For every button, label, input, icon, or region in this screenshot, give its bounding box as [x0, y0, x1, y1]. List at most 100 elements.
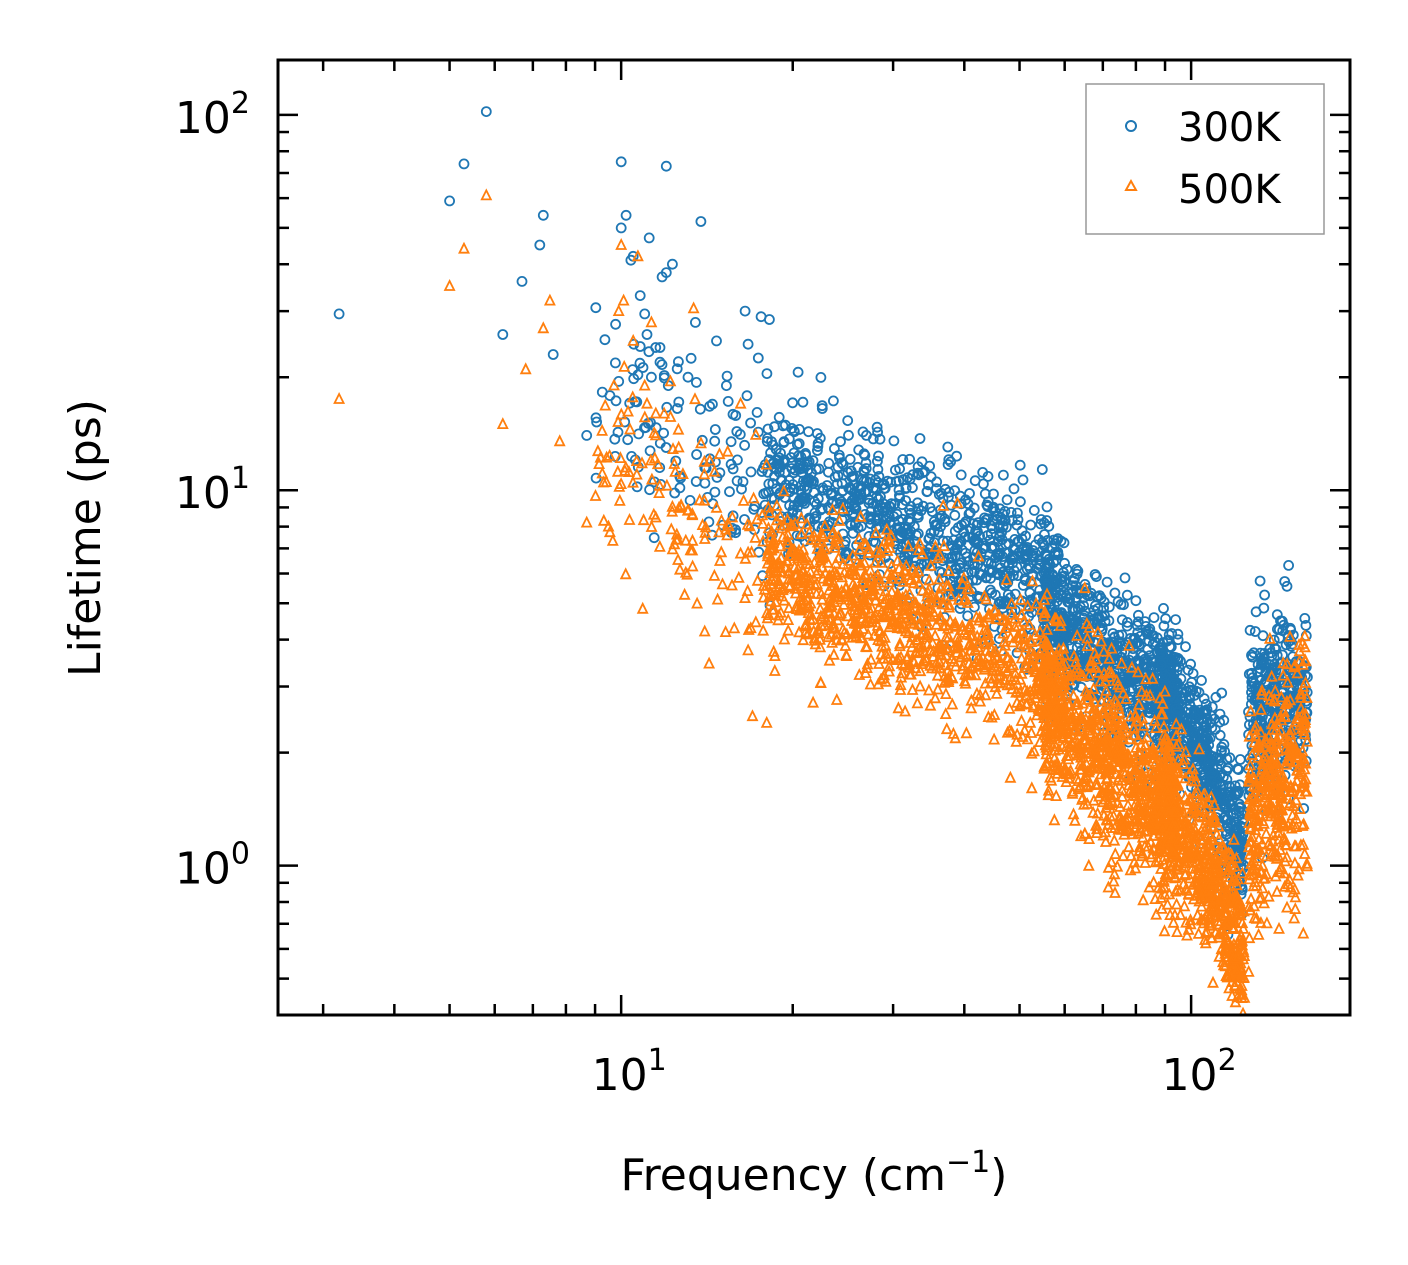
data-point — [1214, 729, 1226, 741]
data-point — [1013, 685, 1026, 698]
data-point — [778, 632, 791, 645]
data-point — [863, 493, 874, 505]
data-point — [1180, 641, 1191, 653]
data-point — [1098, 705, 1111, 718]
data-point — [909, 595, 922, 608]
data-point — [721, 380, 732, 392]
data-point — [1068, 813, 1081, 826]
data-point — [896, 590, 909, 603]
data-point — [1039, 605, 1051, 618]
data-point — [713, 553, 726, 566]
data-point — [882, 646, 895, 659]
data-point — [1159, 670, 1171, 682]
data-point — [1163, 858, 1176, 871]
data-point — [1139, 669, 1151, 681]
data-point — [1094, 674, 1107, 687]
data-point — [534, 239, 546, 251]
data-point — [937, 539, 950, 552]
data-point — [596, 386, 608, 398]
data-point — [581, 429, 593, 441]
data-point — [711, 592, 724, 605]
data-point — [762, 423, 774, 435]
data-point — [992, 536, 1004, 547]
data-point — [1099, 755, 1112, 768]
data-point — [1097, 828, 1110, 841]
data-point — [981, 623, 993, 636]
data-point — [836, 478, 848, 489]
data-point — [589, 488, 602, 501]
data-point — [719, 625, 732, 637]
data-point — [1200, 698, 1212, 710]
data-point — [837, 597, 850, 610]
data-point — [757, 623, 770, 636]
data-point — [670, 455, 682, 467]
data-point — [1020, 653, 1033, 666]
data-point — [684, 543, 697, 556]
data-point — [965, 701, 978, 714]
data-point — [1205, 710, 1217, 722]
data-point — [1066, 711, 1079, 724]
data-point — [832, 535, 845, 548]
data-point — [1079, 712, 1092, 725]
data-point — [849, 493, 861, 505]
data-point — [1114, 810, 1127, 823]
data-point — [678, 587, 691, 600]
data-point — [985, 520, 997, 532]
data-point — [1189, 712, 1201, 723]
data-point — [760, 457, 773, 470]
data-point — [1178, 826, 1191, 839]
data-point — [1020, 697, 1032, 710]
data-point — [946, 697, 959, 710]
data-point — [1227, 832, 1240, 845]
data-point — [653, 539, 666, 552]
data-point — [837, 458, 849, 470]
data-point — [805, 532, 818, 545]
data-point — [1157, 852, 1169, 865]
data-point — [1096, 795, 1109, 808]
data-point — [1166, 818, 1179, 831]
data-point — [619, 567, 632, 580]
data-point — [852, 461, 864, 473]
data-point — [1037, 590, 1049, 602]
data-point — [709, 424, 721, 435]
data-point — [902, 472, 914, 484]
data-point — [934, 581, 947, 594]
data-point — [1129, 780, 1142, 793]
data-point — [666, 499, 679, 512]
data-point — [811, 535, 824, 548]
data-point — [930, 656, 943, 669]
data-point — [1135, 684, 1148, 697]
data-point — [1067, 807, 1080, 820]
data-point — [960, 726, 973, 739]
data-point — [684, 494, 696, 506]
data-point — [764, 566, 777, 578]
data-point — [1070, 771, 1083, 784]
data-point — [1161, 870, 1173, 883]
data-point — [706, 529, 718, 541]
data-point — [1132, 801, 1145, 814]
data-point — [943, 600, 956, 613]
data-point — [739, 591, 751, 603]
data-point — [1158, 684, 1171, 697]
data-point — [993, 669, 1006, 681]
data-point — [1041, 501, 1053, 513]
data-point — [1105, 855, 1118, 868]
data-point — [1091, 746, 1104, 759]
data-point — [1159, 731, 1172, 743]
data-point — [827, 616, 840, 629]
data-point — [840, 648, 853, 661]
data-point — [673, 562, 686, 575]
data-point — [949, 568, 961, 580]
data-point — [1187, 684, 1198, 696]
data-point — [920, 653, 933, 666]
data-point — [885, 501, 896, 513]
data-point — [669, 464, 682, 477]
data-point — [1097, 808, 1110, 821]
data-point — [947, 618, 960, 631]
data-point — [939, 707, 952, 719]
data-point — [1216, 741, 1228, 753]
data-point — [767, 564, 780, 576]
data-point — [963, 531, 975, 543]
data-point — [610, 318, 621, 330]
data-point — [1133, 843, 1146, 856]
